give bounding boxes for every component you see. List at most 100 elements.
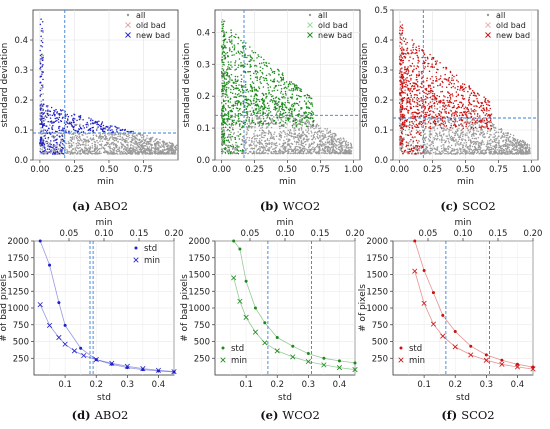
new-bad-point: [63, 127, 66, 130]
new-bad-point: [460, 106, 463, 109]
new-bad-point: [56, 112, 58, 114]
new-bad-point: [230, 151, 232, 153]
all-point: [137, 145, 139, 147]
new-bad-point: [251, 103, 253, 105]
new-bad-point: [236, 107, 239, 110]
all-point: [470, 135, 473, 137]
new-bad-point: [227, 144, 229, 147]
new-bad-point: [234, 96, 236, 98]
all-point: [314, 138, 317, 140]
new-bad-point: [229, 79, 231, 81]
new-bad-point: [227, 139, 230, 141]
all-point: [258, 146, 261, 148]
new-bad-point: [95, 121, 98, 123]
new-bad-point: [253, 86, 255, 89]
all-point: [344, 144, 347, 146]
all-point: [258, 125, 260, 127]
new-bad-point: [255, 89, 258, 92]
new-bad-point: [242, 103, 245, 105]
all-point: [302, 130, 304, 133]
all-point: [462, 148, 464, 151]
new-bad-point: [236, 149, 239, 151]
new-bad-point: [115, 129, 118, 131]
all-point: [76, 144, 78, 147]
edge-point: [41, 65, 43, 67]
all-point: [67, 141, 70, 143]
new-bad-point: [238, 95, 240, 98]
new-bad-point: [406, 86, 408, 88]
edge-point: [221, 140, 223, 142]
new-bad-point: [258, 86, 260, 88]
all-point: [128, 134, 130, 136]
all-point: [97, 148, 100, 151]
all-point: [312, 125, 315, 128]
new-bad-point: [233, 49, 235, 51]
all-point: [291, 126, 294, 129]
all-point: [321, 143, 324, 145]
all-point: [287, 144, 290, 146]
all-point: [344, 152, 347, 154]
new-bad-point: [45, 110, 47, 112]
edge-point: [40, 18, 42, 20]
new-bad-point: [253, 88, 256, 90]
all-point: [168, 148, 170, 151]
all-point: [326, 152, 328, 155]
edge-point: [221, 90, 223, 92]
all-point: [246, 136, 248, 139]
all-point: [132, 142, 134, 144]
new-bad-point: [258, 124, 261, 126]
edge-point: [42, 37, 44, 40]
all-point: [246, 127, 249, 129]
new-bad-point: [248, 120, 250, 122]
all-point: [300, 141, 303, 143]
all-point: [294, 127, 296, 129]
all-point: [43, 142, 46, 144]
all-point: [431, 100, 434, 102]
all-point: [339, 137, 342, 139]
all-point: [44, 140, 47, 143]
all-point: [313, 148, 315, 151]
all-point: [130, 150, 133, 153]
all-point: [96, 149, 99, 152]
all-point: [274, 147, 277, 149]
new-bad-point: [290, 112, 292, 115]
all-point: [282, 120, 285, 123]
edge-point: [40, 116, 43, 119]
edge-point: [221, 122, 223, 124]
all-point: [70, 151, 72, 154]
new-bad-point: [265, 62, 268, 64]
all-point: [303, 149, 306, 152]
new-bad-point: [222, 73, 225, 75]
new-bad-point: [62, 116, 64, 119]
edge-point: [223, 130, 226, 132]
new-bad-point: [262, 113, 264, 115]
scatter-points: [39, 18, 178, 155]
all-point: [134, 149, 137, 152]
new-bad-point: [102, 130, 105, 133]
all-point: [94, 145, 96, 147]
edge-point: [223, 34, 226, 37]
new-bad-point: [307, 100, 310, 102]
new-bad-point: [53, 137, 55, 139]
all-point: [92, 150, 94, 153]
all-point: [324, 135, 327, 137]
all-point: [275, 150, 278, 153]
all-point: [319, 136, 321, 139]
new-bad-point: [284, 121, 287, 124]
all-point: [432, 126, 434, 129]
all-point: [297, 151, 299, 153]
all-point: [300, 143, 302, 145]
all-point: [79, 146, 81, 149]
new-bad-point: [240, 120, 243, 123]
all-point: [443, 139, 445, 141]
new-bad-point: [237, 51, 240, 54]
all-point: [335, 147, 338, 150]
all-point: [263, 132, 265, 134]
new-bad-point: [278, 74, 280, 76]
all-point: [421, 104, 424, 107]
all-point: [119, 151, 121, 154]
new-bad-point: [295, 84, 297, 86]
new-bad-point: [250, 100, 252, 103]
edge-point: [222, 99, 225, 102]
